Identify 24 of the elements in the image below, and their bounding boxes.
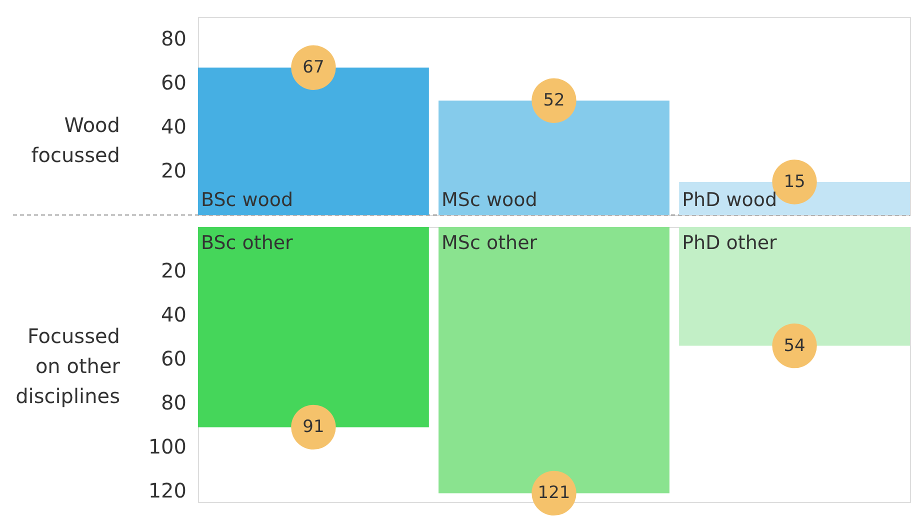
y-tick-label: 40 (161, 302, 186, 326)
data-label: 54 (784, 336, 806, 356)
data-label: 52 (543, 90, 565, 111)
data-label: 67 (302, 58, 324, 78)
y-tick-label: 80 (161, 26, 186, 50)
y-tick-label: 20 (161, 158, 186, 182)
y-axis-title: Focussed on other disciplines (16, 324, 121, 408)
y-tick-label: 60 (161, 346, 186, 370)
y-tick-label: 60 (161, 70, 186, 94)
annotation: MSc wood (442, 189, 538, 211)
annotation: MSc other (442, 232, 538, 254)
data-label: 121 (538, 483, 570, 504)
annotation: BSc wood (201, 189, 294, 211)
annotation: PhD other (682, 232, 778, 254)
y-axis-title: Wood focussed (31, 112, 120, 167)
y-tick-label: 40 (161, 114, 186, 138)
y-tick-label: 100 (148, 434, 186, 458)
y-tick-label: 80 (161, 390, 186, 414)
y-tick-label: 20 (161, 258, 186, 282)
data-label: 15 (784, 172, 806, 192)
data-label: 91 (302, 417, 324, 438)
annotation: BSc other (201, 232, 294, 254)
annotation: PhD wood (682, 189, 778, 211)
y-tick-label: 120 (148, 478, 186, 502)
